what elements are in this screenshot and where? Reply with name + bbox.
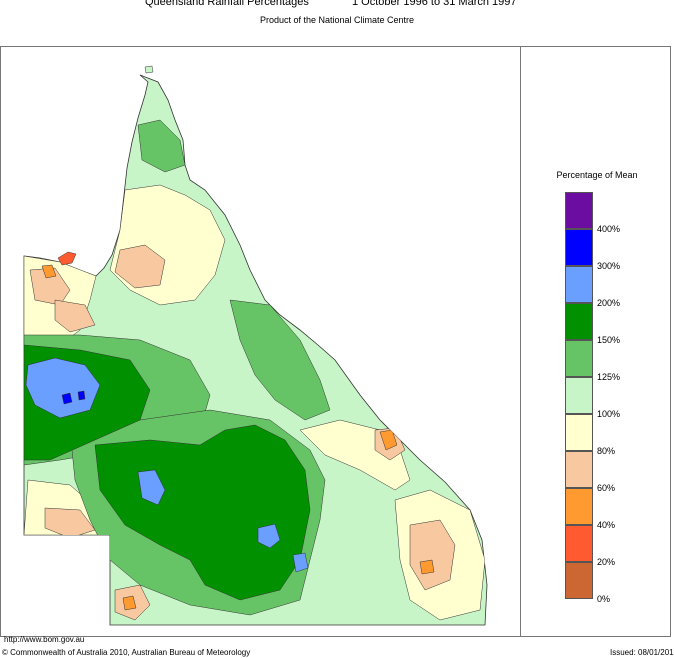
map-title-text: Queensland Rainfall Percentages [145,0,309,8]
region-125-150-east [229,299,331,421]
region-300-400 [61,392,73,405]
region-60-80-southwest [44,507,96,539]
region-40-60-south [122,595,137,611]
legend-swatch-400 [565,192,593,229]
island-cape [144,65,154,74]
legend-swatch-40 [565,488,593,525]
legend-title: Percentage of Mean [556,170,638,180]
region-40-60-southeast [419,559,435,575]
region-40-60-coast [379,429,398,451]
legend-label-400: 400% [597,224,621,234]
footer-copyright: © Commonwealth of Australia 2010, Austra… [2,648,251,657]
island-gulf [57,251,77,266]
legend-swatch-0 [565,562,593,599]
footer-url[interactable]: http://www.bom.gov.au [4,635,85,644]
region-200-300-south [257,523,281,549]
legend-swatch-300 [565,229,593,266]
region-60-80-southeast [409,519,456,591]
legend-divider [520,46,521,637]
legend-swatch-150 [565,303,593,340]
map-subtitle: Product of the National Climate Centre [259,15,415,25]
map-period: 1 October 1996 to 31 March 1997 [352,0,517,8]
region-300-400-b [77,390,86,401]
legend-swatch-60 [565,451,593,488]
legend-swatch-100 [565,377,593,414]
legend-label-150: 150% [597,335,621,345]
region-200-300-south2 [292,552,309,573]
legend-label-80: 80% [597,446,616,456]
legend-label-0: 0% [597,594,611,604]
legend-swatch-125 [565,340,593,377]
region-60-80-gulf2 [54,299,96,333]
queensland-rainfall-map [23,65,488,626]
footer-issued: Issued: 08/01/2010 [610,648,674,657]
legend-swatch-20 [565,525,593,562]
legend-swatch-80 [565,414,593,451]
region-40-60-gulf [41,264,57,279]
legend-label-60: 60% [597,483,616,493]
legend-label-20: 20% [597,557,616,567]
legend-label-125: 125% [597,372,621,382]
region-200-300-central [137,469,166,506]
legend-label-100: 100% [597,409,621,419]
region-200-300-northwest [25,357,101,419]
region-60-80-cape [114,244,166,289]
legend-label-40: 40% [597,520,616,530]
region-125-150-cape [137,119,186,173]
legend-label-200: 200% [597,298,621,308]
map-frame [0,46,671,637]
legend-swatch-200 [565,266,593,303]
legend-label-300: 300% [597,261,621,271]
